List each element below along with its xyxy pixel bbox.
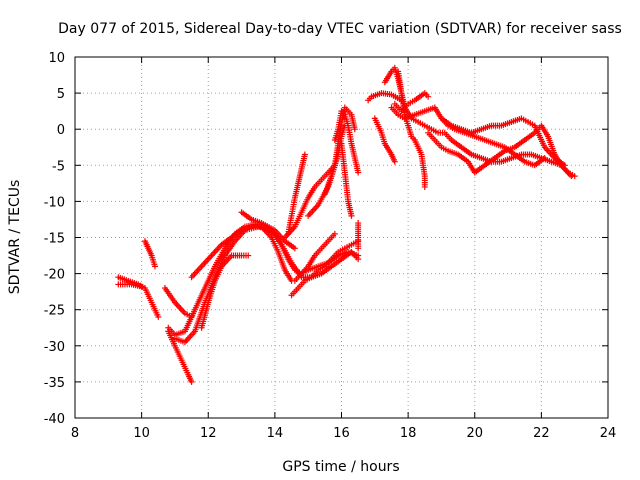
data-point <box>291 245 298 252</box>
data-point <box>155 313 162 320</box>
y-tick-label: 5 <box>57 87 65 102</box>
data-series <box>391 90 432 115</box>
data-point <box>331 230 338 237</box>
y-tick-label: -25 <box>44 304 65 319</box>
y-tick-label: -15 <box>44 232 65 247</box>
data-series <box>198 252 252 331</box>
data-point <box>341 122 348 129</box>
data-point <box>351 126 358 133</box>
data-point <box>355 245 362 252</box>
data-series <box>395 68 428 190</box>
data-point <box>348 212 355 219</box>
y-tick-label: -35 <box>44 376 65 391</box>
y-tick-label: -10 <box>44 195 65 210</box>
data-series <box>288 238 362 299</box>
x-tick-label: 24 <box>600 426 617 441</box>
data-series <box>165 328 195 385</box>
data-series <box>115 274 162 320</box>
x-tick-label: 20 <box>466 426 483 441</box>
data-series <box>115 281 145 290</box>
data-series <box>338 140 355 219</box>
data-series <box>381 64 575 180</box>
data-series <box>438 115 568 169</box>
x-tick-label: 16 <box>333 426 350 441</box>
data-point <box>151 263 158 270</box>
x-tick-labels: 8 10 12 14 16 18 20 22 24 <box>71 426 616 441</box>
data-series <box>141 238 158 270</box>
data-point <box>355 169 362 176</box>
y-tick-labels: 10 5 0 -5 -10 -15 -20 -25 -30 -35 -40 <box>44 51 65 427</box>
y-tick-label: -40 <box>44 412 65 427</box>
data-point <box>561 162 568 169</box>
y-tick-label: 0 <box>57 123 65 138</box>
x-tick-label: 12 <box>200 426 217 441</box>
data-point <box>425 93 432 100</box>
data-point <box>571 173 578 180</box>
data-point <box>138 283 145 290</box>
data-series <box>161 285 195 320</box>
data-series <box>371 115 398 165</box>
data-point <box>541 155 548 162</box>
data-series <box>355 220 362 252</box>
data-series <box>331 108 362 176</box>
x-tick-label: 10 <box>133 426 150 441</box>
data-point <box>421 183 428 190</box>
chart-title: Day 077 of 2015, Sidereal Day-to-day VTE… <box>58 21 622 37</box>
y-tick-label: -20 <box>44 268 65 283</box>
data-series <box>291 230 338 284</box>
y-tick-label: -30 <box>44 340 65 355</box>
x-tick-label: 14 <box>267 426 284 441</box>
data-series <box>425 122 578 180</box>
x-tick-label: 8 <box>71 426 79 441</box>
x-tick-label: 22 <box>533 426 550 441</box>
y-axis-label: SDTVAR / TECUs <box>7 180 23 295</box>
x-tick-label: 18 <box>400 426 417 441</box>
data-points <box>115 64 578 385</box>
data-series <box>188 223 295 284</box>
data-series <box>285 151 308 237</box>
data-point <box>245 252 252 259</box>
data-series <box>171 223 362 346</box>
data-point <box>301 151 308 158</box>
data-series <box>321 122 348 198</box>
data-point <box>188 378 195 385</box>
data-point <box>391 158 398 165</box>
data-series <box>238 209 298 252</box>
plot-frame <box>74 56 609 419</box>
grid-lines <box>75 57 608 418</box>
y-tick-label: -5 <box>52 159 65 174</box>
y-tick-label: 10 <box>48 51 65 66</box>
x-axis-label: GPS time / hours <box>282 459 399 475</box>
data-series <box>365 90 405 104</box>
data-point <box>355 256 362 263</box>
